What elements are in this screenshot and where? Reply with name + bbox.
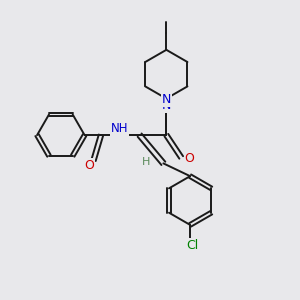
Text: O: O [84,159,94,172]
Text: Cl: Cl [186,239,198,252]
Text: H: H [142,157,151,167]
Text: NH: NH [111,122,128,135]
Text: O: O [184,152,194,165]
Text: N: N [162,93,171,106]
Text: N: N [162,99,171,112]
